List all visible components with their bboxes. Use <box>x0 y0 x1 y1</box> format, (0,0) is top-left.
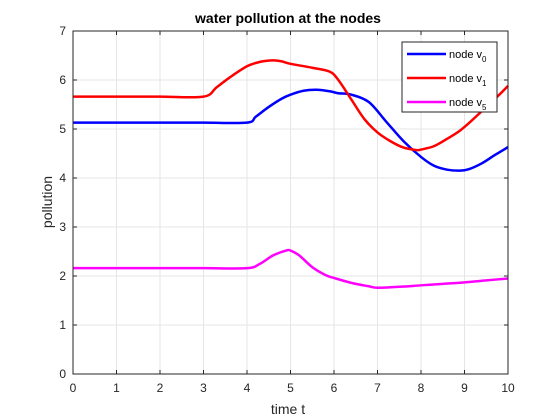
x-tick-label: 6 <box>331 381 338 395</box>
series-line-2 <box>72 248 509 290</box>
series-line-1 <box>73 59 509 152</box>
y-tick-label: 4 <box>59 171 66 185</box>
y-axis-label: pollution <box>39 176 55 228</box>
series-lines <box>72 59 509 290</box>
y-tick-label: 0 <box>59 367 66 381</box>
x-tick-label: 3 <box>200 381 207 395</box>
x-tick-label: 9 <box>461 381 468 395</box>
y-tick-label: 3 <box>59 220 66 234</box>
y-tick-label: 6 <box>59 73 66 87</box>
series-line-0 <box>73 88 509 172</box>
x-tick-label: 7 <box>374 381 381 395</box>
legend-subscript-1: 1 <box>482 79 487 88</box>
x-tick-label: 10 <box>501 381 515 395</box>
x-axis-label: time t <box>271 401 305 417</box>
y-tick-label: 1 <box>59 318 66 332</box>
y-tick-label: 5 <box>59 122 66 136</box>
x-tick-label: 5 <box>287 381 294 395</box>
legend-subscript-2: 5 <box>482 103 487 112</box>
legend: node v0 node v1 node v5 <box>401 41 498 113</box>
axes <box>72 30 509 375</box>
legend-label-1: node v1 <box>449 73 487 88</box>
y-tick-label: 7 <box>59 24 66 38</box>
chart-title: water pollution at the nodes <box>194 10 381 26</box>
x-tick-label: 4 <box>244 381 251 395</box>
x-tick-label: 1 <box>113 381 120 395</box>
y-tick-label: 2 <box>59 269 66 283</box>
x-tick-label: 0 <box>70 381 77 395</box>
legend-label-0: node v0 <box>449 49 487 64</box>
x-tick-label: 8 <box>418 381 425 395</box>
legend-label-2: node v5 <box>449 97 487 112</box>
x-tick-label: 2 <box>157 381 164 395</box>
legend-subscript-0: 0 <box>482 55 487 64</box>
